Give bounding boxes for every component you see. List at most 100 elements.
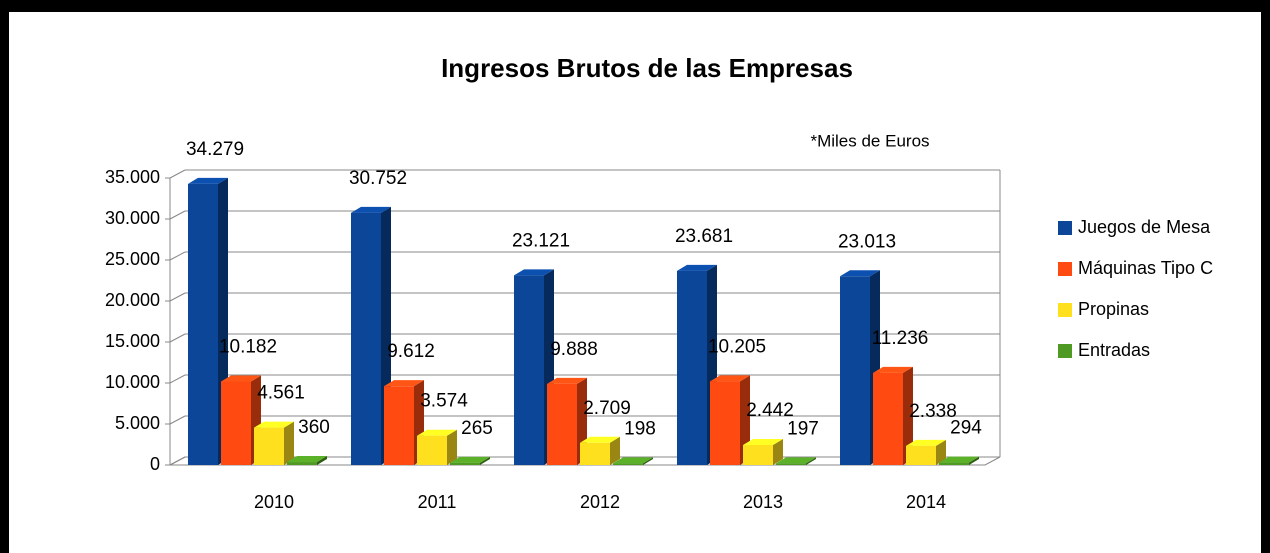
value-label: 265 [461, 418, 493, 439]
value-label: 4.561 [257, 383, 305, 404]
value-label: 197 [787, 418, 819, 439]
value-label: 34.279 [186, 139, 244, 160]
value-label: 2.338 [909, 401, 957, 422]
bar-top [906, 439, 946, 446]
value-label: 2.442 [746, 400, 794, 421]
bar-side [806, 457, 816, 465]
bar-side [447, 429, 457, 465]
grid-line [169, 415, 186, 425]
bar-top [580, 436, 620, 443]
legend-swatch [1058, 221, 1072, 235]
y-tick-label: 25.000 [105, 249, 160, 269]
value-label: 23.681 [675, 226, 733, 247]
legend-swatch [1058, 344, 1072, 358]
legend-label: Entradas [1078, 340, 1150, 360]
bar [613, 463, 643, 465]
y-tick-label: 30.000 [105, 208, 160, 228]
value-label: 294 [950, 418, 982, 439]
legend-label: Máquinas Tipo C [1078, 258, 1213, 278]
bar [450, 462, 480, 465]
bar [840, 276, 870, 465]
legend-swatch [1058, 262, 1072, 276]
bar [188, 183, 218, 465]
grid-line [169, 169, 186, 179]
value-label: 360 [298, 417, 330, 438]
bar [351, 212, 381, 465]
x-tick-label: 2010 [254, 492, 294, 512]
bar-top [450, 456, 490, 463]
value-label: 10.182 [219, 337, 277, 358]
bar-top [254, 421, 294, 428]
bar-top [840, 270, 880, 277]
bar-side [969, 456, 979, 465]
y-tick-label: 20.000 [105, 290, 160, 310]
bar [254, 427, 284, 465]
bar [547, 383, 577, 465]
bar [417, 435, 447, 465]
bar-top [221, 375, 261, 382]
bar-side [284, 421, 294, 465]
bar-top [776, 457, 816, 464]
value-label: 30.752 [349, 168, 407, 189]
bar-top [677, 264, 717, 271]
value-label: 9.612 [387, 341, 435, 362]
bar [580, 442, 610, 465]
bar-side [936, 439, 946, 465]
bar-side [610, 436, 620, 465]
legend-label: Propinas [1078, 299, 1149, 319]
value-label: 198 [624, 418, 656, 439]
value-label: 11.236 [872, 328, 929, 349]
legend-label: Juegos de Mesa [1078, 217, 1211, 237]
bar [384, 386, 414, 465]
x-tick-label: 2013 [743, 492, 783, 512]
bar-side [480, 456, 490, 465]
bar-side [773, 438, 783, 465]
y-tick-label: 15.000 [105, 331, 160, 351]
x-tick-label: 2014 [906, 492, 946, 512]
bar-top [710, 375, 750, 382]
value-label: 23.121 [512, 230, 570, 251]
grid-line [169, 374, 186, 384]
bar [743, 444, 773, 465]
grid-line [169, 210, 186, 220]
y-tick-label: 0 [150, 454, 160, 474]
bar-side [317, 456, 327, 465]
value-label: 23.013 [838, 231, 896, 252]
bar [939, 462, 969, 465]
bar-top [547, 377, 587, 384]
value-label: 9.888 [550, 339, 598, 360]
value-label: 2.709 [583, 398, 631, 419]
bar [710, 381, 740, 465]
chart-title: Ingresos Brutos de las Empresas [441, 53, 853, 83]
bar-top [188, 177, 228, 184]
x-tick-label: 2012 [580, 492, 620, 512]
value-label: 3.574 [420, 391, 468, 412]
bar-side [643, 457, 653, 465]
bar [776, 463, 806, 465]
grid-line [169, 251, 186, 261]
bar-top [873, 366, 913, 373]
bar [906, 445, 936, 465]
grid-line [169, 292, 186, 302]
bar-top [287, 456, 327, 463]
bar [221, 381, 251, 465]
bar-top [514, 269, 554, 276]
bar [287, 462, 317, 465]
bar-top [743, 438, 783, 445]
y-tick-label: 35.000 [105, 167, 160, 187]
bar [873, 372, 903, 465]
bar-side [903, 366, 913, 465]
bar-top [417, 429, 457, 436]
x-tick-label: 2011 [418, 492, 457, 512]
grid-line [169, 456, 186, 466]
bar-top [613, 457, 653, 464]
value-label: 10.205 [708, 336, 766, 357]
grid-line [169, 333, 186, 343]
y-tick-label: 10.000 [105, 372, 160, 392]
y-tick-label: 5.000 [115, 413, 160, 433]
annotation: *Miles de Euros [810, 131, 929, 150]
bar [514, 275, 544, 465]
bar [677, 270, 707, 465]
